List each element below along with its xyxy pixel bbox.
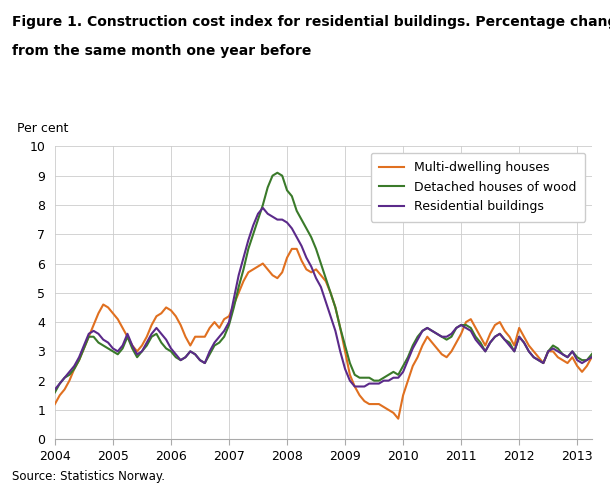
Detached houses of wood [453,325,460,331]
Text: from the same month one year before: from the same month one year before [12,44,312,58]
Residential buildings [511,348,518,354]
Text: Figure 1. Construction cost index for residential buildings. Percentage change: Figure 1. Construction cost index for re… [12,15,610,29]
Residential buildings [51,386,59,392]
Residential buildings [453,325,460,331]
Legend: Multi-dwelling houses, Detached houses of wood, Residential buildings: Multi-dwelling houses, Detached houses o… [370,153,586,222]
Residential buildings [172,351,179,357]
Detached houses of wood [172,354,179,360]
Multi-dwelling houses [375,401,382,407]
Residential buildings [259,205,267,211]
Detached houses of wood [375,378,382,384]
Detached houses of wood [274,170,281,176]
Line: Detached houses of wood: Detached houses of wood [55,173,610,392]
Detached houses of wood [511,348,518,354]
Text: Source: Statistics Norway.: Source: Statistics Norway. [12,470,165,483]
Detached houses of wood [206,351,213,357]
Multi-dwelling houses [172,313,179,319]
Detached houses of wood [51,389,59,395]
Multi-dwelling houses [395,416,402,422]
Multi-dwelling houses [51,401,59,407]
Multi-dwelling houses [458,331,465,337]
Text: Per cent: Per cent [17,122,69,135]
Multi-dwelling houses [515,325,523,331]
Multi-dwelling houses [288,246,295,252]
Residential buildings [375,381,382,386]
Multi-dwelling houses [206,325,213,331]
Line: Multi-dwelling houses: Multi-dwelling houses [55,249,610,419]
Residential buildings [206,348,213,354]
Line: Residential buildings: Residential buildings [55,208,610,389]
